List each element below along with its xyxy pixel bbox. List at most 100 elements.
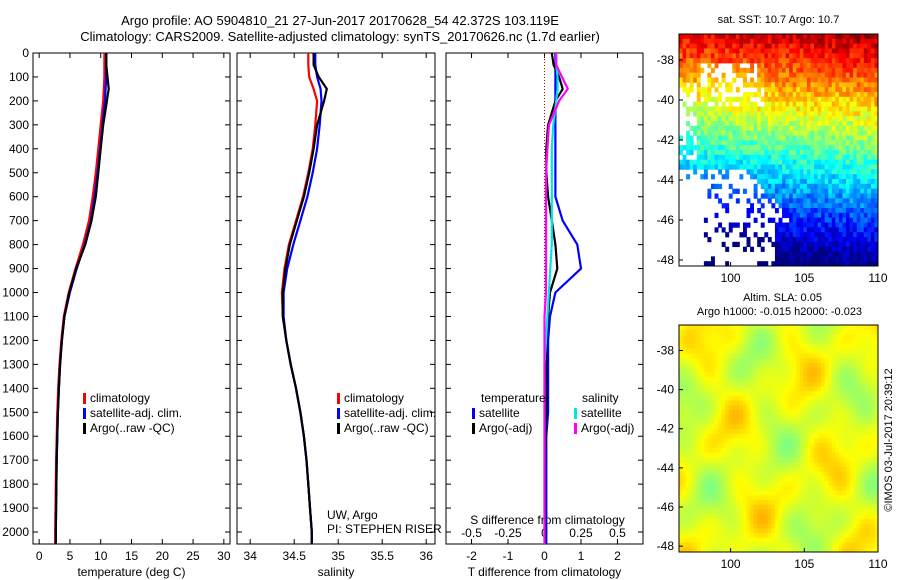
- tdiff-xtick-label: 1: [578, 549, 585, 563]
- sla-cell: [817, 381, 822, 387]
- sst-cell: [771, 193, 776, 199]
- sla-cell: [838, 414, 843, 420]
- sla-cell: [757, 457, 762, 463]
- sst-cell: [831, 101, 836, 107]
- sst-cell: [831, 174, 836, 180]
- sst-cell: [810, 256, 815, 262]
- sst-cell: [874, 140, 879, 146]
- sst-cell: [810, 237, 815, 243]
- sla-cell: [746, 504, 751, 510]
- sla-cell: [742, 518, 747, 525]
- sst-cell: [821, 159, 826, 165]
- sla-cell: [686, 537, 691, 543]
- sla-cell: [710, 419, 715, 425]
- sst-cell: [792, 203, 797, 209]
- sla-cell: [835, 395, 840, 402]
- sst-cell: [739, 106, 744, 112]
- sst-cell: [774, 63, 779, 69]
- sla-cell: [760, 410, 765, 416]
- sst-cell: [789, 34, 794, 40]
- sla-cell: [785, 447, 790, 454]
- sst-cell: [721, 125, 726, 132]
- sst-cell: [821, 43, 826, 49]
- sst-cell: [725, 96, 730, 103]
- sst-cell: [863, 188, 868, 194]
- sst-cell: [835, 154, 840, 161]
- sla-cell: [863, 358, 868, 364]
- sla-cell: [814, 523, 818, 529]
- sla-cell: [838, 391, 843, 397]
- sst-cell: [789, 43, 794, 49]
- sst-cell: [870, 261, 875, 267]
- sst-cell: [799, 237, 804, 243]
- sst-cell: [824, 130, 829, 136]
- sst-cell: [803, 72, 808, 78]
- sla-cell: [828, 481, 833, 487]
- sla-cell: [703, 429, 708, 435]
- sla-cell: [721, 447, 726, 454]
- sst-cell: [679, 145, 683, 151]
- sla-cell: [689, 523, 694, 529]
- sla-cell: [760, 419, 765, 425]
- sla-cell: [810, 471, 815, 477]
- sst-cell: [870, 145, 875, 151]
- sst-cell: [782, 87, 786, 93]
- sla-cell: [831, 447, 836, 454]
- sst-cell: [725, 106, 730, 112]
- sla-cell: [750, 514, 755, 520]
- sla-cell: [814, 358, 818, 364]
- sla-cell: [732, 391, 737, 397]
- sst-cell: [860, 193, 865, 199]
- sst-cell: [870, 246, 875, 252]
- sla-cell: [721, 495, 726, 501]
- sst-cell: [856, 96, 861, 103]
- sst-cell: [725, 154, 730, 161]
- sst-cell: [863, 159, 868, 165]
- sst-cell: [739, 130, 744, 136]
- sst-cell: [682, 101, 687, 107]
- sla-cell: [863, 533, 868, 539]
- sla-cell: [707, 490, 712, 496]
- sla-cell: [714, 372, 719, 378]
- sla-cell: [799, 518, 804, 525]
- sst-cell: [803, 208, 808, 214]
- sla-cell: [757, 447, 762, 454]
- sla-cell: [732, 334, 737, 340]
- sst-cell: [863, 251, 868, 257]
- sla-cell: [835, 381, 840, 387]
- sst-cell: [846, 179, 850, 185]
- sst-cell: [679, 72, 683, 78]
- sla-cell: [764, 466, 769, 473]
- sst-cell: [874, 145, 879, 151]
- sla-cell: [782, 381, 786, 387]
- sla-cell: [742, 481, 747, 487]
- sst-cell: [696, 121, 701, 127]
- sla-cell: [782, 372, 786, 378]
- sla-cell: [828, 523, 833, 529]
- sla-cell: [806, 329, 811, 335]
- sst-cell: [835, 203, 840, 209]
- sst-cell: [703, 96, 708, 103]
- sla-cell: [739, 466, 744, 473]
- salinity-legend-2-label: Argo(..raw -QC): [344, 421, 429, 435]
- sla-cell: [817, 518, 822, 525]
- sla-cell: [767, 518, 772, 525]
- sla-cell: [835, 537, 840, 543]
- sst-cell: [782, 256, 786, 262]
- sla-cell: [686, 343, 691, 350]
- sst-cell: [710, 125, 715, 132]
- sst-cell: [703, 145, 708, 151]
- sla-cell: [846, 457, 850, 463]
- salinity-xtick-label: 34.5: [283, 549, 307, 563]
- sla-cell: [757, 438, 762, 444]
- sst-cell: [814, 87, 818, 93]
- sst-cell: [714, 111, 719, 117]
- sst-cell: [792, 48, 797, 54]
- sst-cell: [860, 183, 865, 190]
- sla-cell: [750, 424, 755, 430]
- sla-cell: [799, 495, 804, 501]
- sst-cell: [821, 130, 826, 136]
- sla-cell: [853, 348, 858, 354]
- sla-cell: [714, 490, 719, 496]
- sst-cell: [753, 232, 758, 238]
